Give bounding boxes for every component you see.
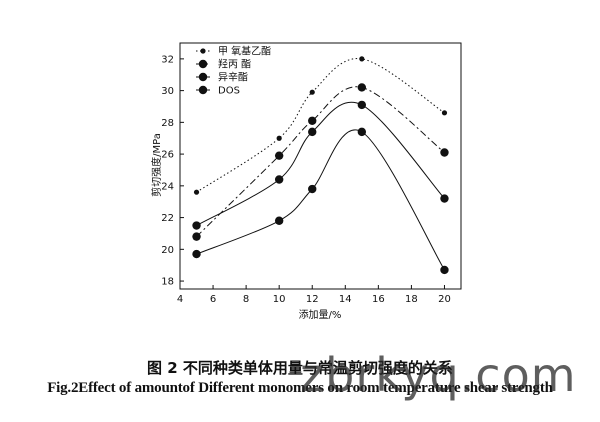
data-point-series-4 [440, 265, 449, 275]
figure-caption-english: Fig.2Effect of amountof Different monome… [47, 380, 553, 396]
data-point-series-1 [359, 56, 365, 62]
y-tick-label: 20 [161, 245, 174, 256]
data-point-series-2 [192, 232, 201, 241]
data-point-series-1 [441, 110, 448, 116]
y-tick-label: 32 [161, 54, 174, 65]
y-tick-label: 24 [161, 181, 174, 192]
data-point-series-4 [274, 216, 284, 225]
legend-marker-2 [198, 59, 208, 69]
y-tick-label: 30 [161, 86, 174, 97]
data-point-series-4 [357, 127, 367, 137]
legend-label-4: DOS [218, 86, 240, 97]
data-point-series-3 [357, 100, 367, 110]
data-point-series-3 [440, 194, 449, 203]
legend-label-2: 羟丙 酯 [218, 58, 251, 71]
data-point-series-3 [308, 127, 317, 137]
data-point-series-4 [308, 184, 317, 194]
figure-caption-chinese: 图 2 不同种类单体用量与常温剪切强度的关系 [147, 359, 453, 377]
plot-frame [179, 42, 462, 290]
series-line-2 [196, 86, 445, 237]
x-tick-label: 12 [306, 294, 319, 305]
x-tick-label: 14 [339, 294, 352, 305]
x-axis-label: 添加量/% [299, 308, 342, 321]
x-tick-label: 20 [438, 294, 451, 305]
legend-marker-1 [200, 48, 206, 54]
y-tick-label: 26 [161, 150, 174, 161]
data-point-series-1 [193, 189, 200, 195]
data-point-series-3 [192, 221, 201, 230]
data-point-series-2 [274, 151, 284, 160]
data-point-series-2 [440, 148, 449, 157]
data-point-series-3 [274, 175, 284, 184]
data-point-series-4 [192, 249, 201, 259]
legend-label-1: 甲 氧基乙酯 [218, 45, 271, 58]
data-point-series-2 [357, 83, 367, 92]
legend-label-3: 异辛酯 [218, 71, 248, 84]
shear-strength-chart: 4 6 8 10 12 14 16 18 20 18 20 22 24 26 28 30 32 甲 氧基乙酯羟… [150, 42, 462, 321]
x-tick-label: 4 [177, 294, 183, 305]
site-watermark: zbrkyq.com [300, 348, 577, 402]
series-line-3 [196, 101, 445, 226]
legend-marker-4 [198, 85, 208, 95]
y-tick-label: 18 [161, 277, 174, 288]
data-point-series-2 [308, 116, 317, 125]
series-line-1 [196, 58, 445, 193]
x-tick-label: 16 [372, 294, 385, 305]
series-line-4 [196, 129, 445, 271]
data-point-series-1 [276, 135, 282, 141]
x-tick-label: 10 [273, 294, 286, 305]
y-axis-label: 剪切强度/MPa [150, 133, 163, 197]
x-tick-label: 8 [243, 294, 249, 305]
data-point-series-1 [309, 89, 315, 95]
x-tick-label: 6 [210, 294, 216, 305]
legend-marker-3 [198, 72, 208, 82]
y-tick-label: 28 [161, 118, 174, 129]
x-tick-label: 18 [405, 294, 418, 305]
y-tick-label: 22 [161, 213, 174, 224]
